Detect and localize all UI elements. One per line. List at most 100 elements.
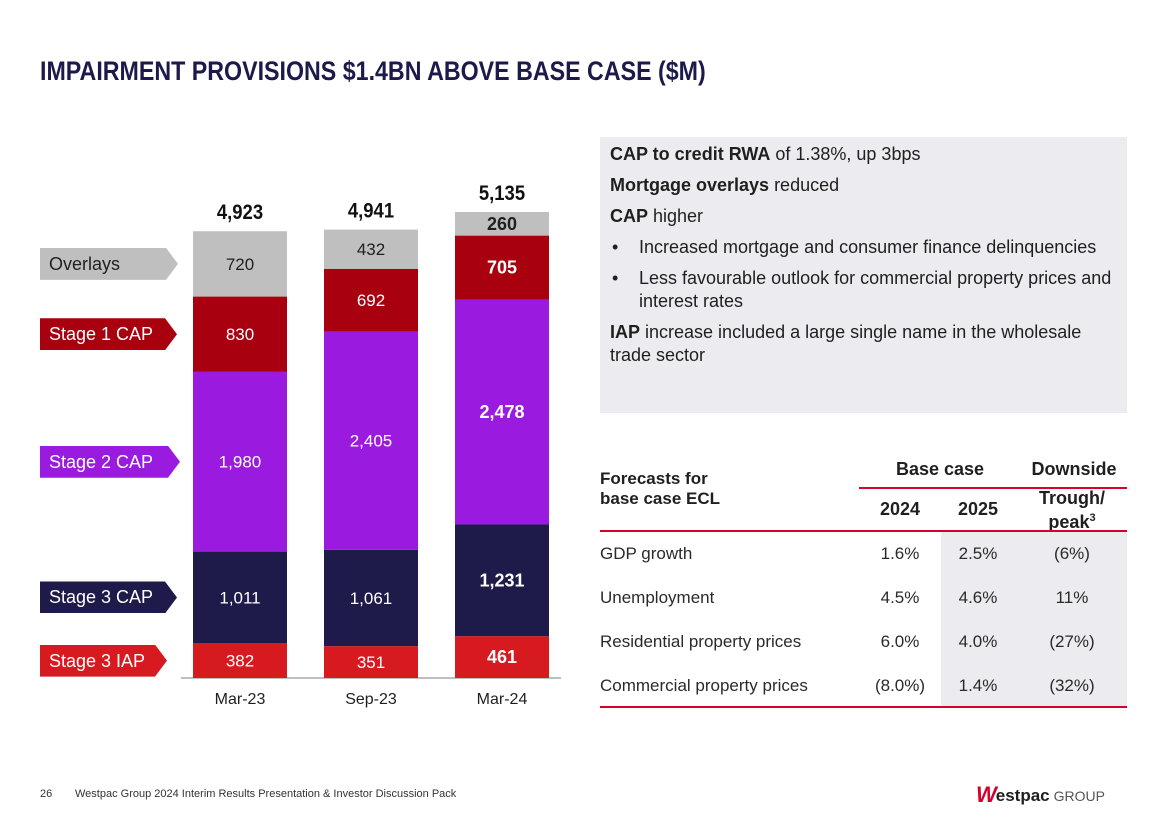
row-label: Residential property prices <box>600 632 802 651</box>
header-trough-peak: Trough/ peak3 <box>1018 488 1126 532</box>
x-tick-label: Mar-23 <box>215 691 266 708</box>
data-label: 2,405 <box>350 432 393 451</box>
commentary-mortgage-text: reduced <box>769 175 840 195</box>
footer-text: Westpac Group 2024 Interim Results Prese… <box>75 788 457 800</box>
commentary-bullet: Less favourable outlook for commercial p… <box>610 267 1117 313</box>
row-downside: (6%) <box>1054 544 1090 563</box>
header-rule <box>859 487 1127 489</box>
page-number: 26 <box>40 788 53 800</box>
row-label: Commercial property prices <box>600 676 808 695</box>
header-2025: 2025 <box>957 499 999 519</box>
table-top-rule <box>600 530 1127 532</box>
table-row: GDP growth 1.6% 2.5% (6%) <box>600 532 1127 576</box>
table-bottom-rule <box>600 706 1127 708</box>
header-downside: Downside <box>1031 459 1117 479</box>
table-row: Residential property prices 6.0% 4.0% (2… <box>600 620 1127 664</box>
logo-mark-icon: W <box>976 782 997 807</box>
data-label: 1,011 <box>219 588 260 607</box>
logo-wordmark: estpac <box>995 786 1050 805</box>
commentary-cap-bold: CAP <box>610 206 649 226</box>
bar-stage-2-cap <box>324 331 418 550</box>
row-2025: 2.5% <box>958 544 998 563</box>
data-label: 432 <box>357 240 385 259</box>
total-label: 4,923 <box>217 201 263 224</box>
forecast-shade <box>941 532 1127 707</box>
bar-stage-1-cap <box>455 235 549 300</box>
commentary-mortgage: Mortgage overlays reduced <box>610 174 1117 197</box>
commentary-cap-text: higher <box>648 206 704 226</box>
bar-stage-3-iap <box>193 643 287 678</box>
bar-stage-1-cap <box>324 268 418 332</box>
data-label: 830 <box>226 325 254 344</box>
stacked-bar-chart: 382 1,011 1,980 830 720 4,923 Mar-23 351 1,061 2,… <box>181 182 561 708</box>
bar-stage-3-iap <box>324 646 418 678</box>
forecasts-title: Forecasts for base case ECL <box>600 469 720 509</box>
data-label: 705 <box>487 258 517 278</box>
row-2024: (8.0%) <box>874 676 926 695</box>
commentary-cap-rwa-bold: CAP to credit RWA <box>610 144 771 164</box>
legend-tag-stage-2-cap: Stage 2 CAP <box>40 446 180 478</box>
row-2024: 4.5% <box>880 588 920 607</box>
row-downside: 11% <box>1055 588 1089 607</box>
commentary-bullet: Increased mortgage and consumer finance … <box>610 236 1117 259</box>
commentary-box: CAP to credit RWA of 1.38%, up 3bps Mort… <box>600 137 1127 413</box>
data-label: 461 <box>487 647 517 667</box>
footnote-3: 3 <box>1089 512 1096 524</box>
bar-overlays <box>324 229 418 269</box>
row-2025: 1.4% <box>958 676 998 695</box>
legend-tag-stage-1-cap: Stage 1 CAP <box>40 318 177 350</box>
data-label: 1,980 <box>219 453 262 472</box>
total-label: 4,941 <box>348 200 394 223</box>
bar-stage-3-cap <box>193 551 287 644</box>
row-2024: 1.6% <box>880 544 920 563</box>
commentary-iap-bold: IAP <box>610 322 641 342</box>
logo-group: GROUP <box>1053 788 1105 804</box>
commentary-cap-rwa: CAP to credit RWA of 1.38%, up 3bps <box>610 143 1117 166</box>
series-legend: Stage 3 IAP Stage 3 CAP Stage 2 CAP Stage 1… <box>40 0 180 700</box>
commentary-cap-rwa-text: of 1.38%, up 3bps <box>770 144 921 164</box>
westpac-logo: W estpac GROUP <box>976 784 1105 806</box>
data-label: 720 <box>226 255 254 274</box>
row-2025: 4.0% <box>958 632 998 651</box>
data-label: 1,231 <box>479 570 524 590</box>
header-base-case: Base case <box>895 459 985 479</box>
data-label: 2,478 <box>479 402 524 422</box>
row-downside: (32%) <box>1049 676 1095 695</box>
legend-tag-stage-3-iap: Stage 3 IAP <box>40 645 167 677</box>
bar-stage-3-cap <box>455 524 549 637</box>
x-tick-label: Sep-23 <box>345 691 397 708</box>
total-label: 5,135 <box>479 182 525 205</box>
commentary-iap-text: increase included a large single name in… <box>610 322 1082 365</box>
bar-overlays <box>455 212 549 236</box>
page-title: IMPAIRMENT PROVISIONS $1.4BN ABOVE BASE … <box>40 56 706 86</box>
forecasts-title-line2: base case ECL <box>600 489 721 508</box>
row-label: GDP growth <box>600 544 693 563</box>
bar-overlays <box>193 231 287 297</box>
table-row: Commercial property prices (8.0%) 1.4% (… <box>600 664 1127 708</box>
bar-stage-1-cap <box>193 296 287 372</box>
commentary-iap: IAP increase included a large single nam… <box>610 321 1117 367</box>
row-2025: 4.6% <box>958 588 998 607</box>
data-label: 260 <box>487 214 517 234</box>
data-label: 1,061 <box>350 589 393 608</box>
legend-tag-overlays: Overlays <box>40 248 178 280</box>
commentary-bullets: Increased mortgage and consumer finance … <box>610 236 1117 313</box>
header-peak-text: peak <box>1048 512 1090 532</box>
commentary-mortgage-bold: Mortgage overlays <box>610 175 770 195</box>
header-trough-line1: Trough/ <box>1039 488 1105 508</box>
bar-stage-3-iap <box>455 636 549 678</box>
table-row: Unemployment 4.5% 4.6% 11% <box>600 576 1127 620</box>
data-label: 382 <box>226 652 254 671</box>
data-label: 351 <box>357 653 385 672</box>
bar-stage-2-cap <box>193 371 287 552</box>
data-label: 692 <box>357 291 385 310</box>
commentary-cap: CAP higher <box>610 205 1117 228</box>
row-label: Unemployment <box>600 588 715 607</box>
x-tick-label: Mar-24 <box>477 691 528 708</box>
forecasts-title-line1: Forecasts for <box>600 469 708 488</box>
row-downside: (27%) <box>1049 632 1095 651</box>
bar-stage-2-cap <box>455 299 549 525</box>
row-2024: 6.0% <box>880 632 920 651</box>
bar-stage-3-cap <box>324 549 418 647</box>
header-2024: 2024 <box>879 499 921 519</box>
